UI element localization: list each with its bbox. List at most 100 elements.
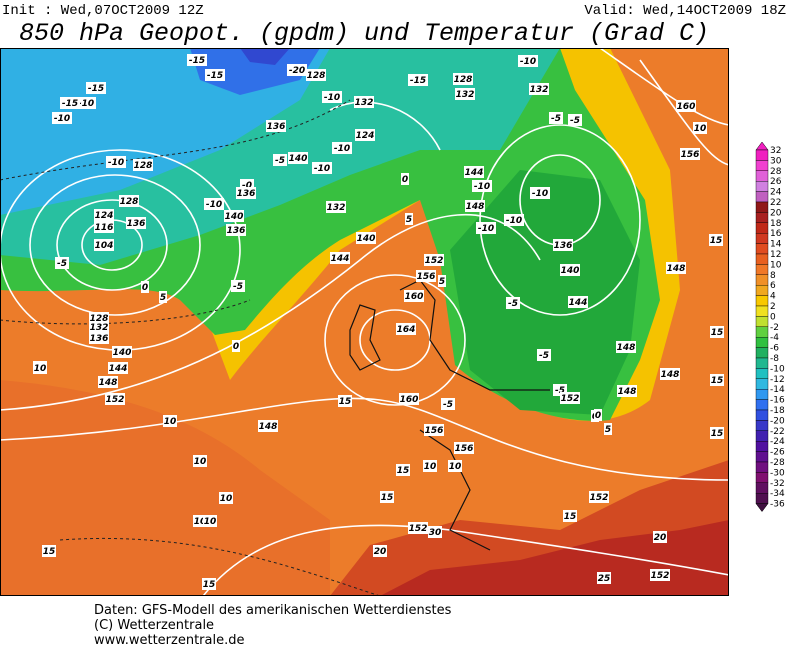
contour-label: 0 (594, 409, 602, 421)
legend-swatch (755, 243, 769, 255)
contour-label-text: 132 (456, 90, 475, 100)
contour-label-text: 152 (106, 395, 125, 405)
map-title: 850 hPa Geopot. (gpdm) und Temperatur (G… (19, 19, 709, 48)
contour-label-box (455, 88, 475, 100)
contour-label-text: -5 (57, 259, 67, 269)
contour-label: -5 (568, 114, 582, 126)
legend-swatch (755, 430, 769, 442)
contour-label: 15 (338, 395, 352, 407)
legend-label: 30 (770, 156, 782, 166)
contour-label-box (312, 162, 332, 174)
contour-label-box (438, 275, 446, 287)
contour-label: 124 (94, 209, 114, 221)
contour-label: 15 (710, 374, 724, 386)
contour-label-box (94, 209, 114, 221)
contour-label-text: -10 (324, 93, 340, 103)
contour-label: -5 (549, 112, 563, 124)
contour-label-box (594, 409, 602, 421)
contour-label-box (266, 120, 286, 132)
contour-label-box (133, 159, 153, 171)
contour-label: 10 (203, 515, 217, 527)
contour-label-box (232, 340, 240, 352)
contour-label-text: -10 (506, 216, 522, 226)
contour-label: 104 (94, 239, 114, 251)
contour-label: 15 (380, 491, 394, 503)
legend-label: 8 (770, 271, 776, 281)
contour-label: -5 (506, 297, 520, 309)
contour-label-box (231, 280, 245, 292)
legend-label: -36 (770, 500, 785, 510)
contour-label-text: 144 (109, 364, 128, 374)
legend-swatch (755, 326, 769, 338)
contour-label-box (617, 385, 637, 397)
contour-label-text: 15 (711, 429, 724, 439)
contour-label-box (454, 442, 474, 454)
contour-label: 148 (258, 420, 278, 432)
contour-label: -5 (55, 257, 69, 269)
contour-label-text: 30 (429, 528, 442, 538)
contour-label: 152 (408, 522, 428, 534)
legend-swatch (755, 409, 769, 421)
contour-label-text: 128 (90, 314, 109, 324)
contour-label-box (408, 74, 428, 86)
contour-label-box (404, 290, 424, 302)
contour-label-text: 144 (331, 254, 350, 264)
valid-time: Valid: Wed,14OCT2009 18Z (584, 3, 786, 19)
contour-label-text: 148 (99, 378, 118, 388)
contour-label: 5 (159, 291, 167, 303)
contour-label: 136 (236, 187, 256, 199)
contour-label-box (597, 572, 611, 584)
contour-label-text: 0 (233, 342, 239, 352)
contour-label-text: 25 (598, 574, 611, 584)
contour-label: 140 (288, 152, 308, 164)
contour-label-text: -10 (314, 164, 330, 174)
contour-label: 20 (653, 531, 667, 543)
contour-label-box (205, 69, 225, 81)
contour-label-box (119, 195, 139, 207)
contour-label-box (224, 210, 244, 222)
contour-label-text: -5 (508, 299, 518, 309)
contour-label-text: -20 (289, 66, 305, 76)
contour-label-box (126, 217, 146, 229)
contour-label-box (710, 427, 724, 439)
contour-label-box (86, 82, 106, 94)
contour-label-box (373, 545, 387, 557)
contour-label-text: -15 (207, 71, 223, 81)
contour-label-box (563, 510, 577, 522)
contour-label-box (52, 112, 72, 124)
contour-label-box (355, 129, 375, 141)
contour-label-text: 132 (355, 98, 374, 108)
legend-swatch (755, 389, 769, 400)
contour-label-text: 15 (710, 236, 723, 246)
contour-label-text: 15 (564, 512, 577, 522)
legend-swatch (755, 493, 769, 504)
contour-label: 152 (424, 254, 444, 266)
contour-label-text: 0 (402, 175, 408, 185)
contour-label: -10 (322, 91, 342, 103)
contour-label-box (380, 491, 394, 503)
contour-label-text: 156 (417, 272, 436, 282)
contour-label-box (226, 224, 246, 236)
contour-label: 148 (617, 385, 637, 397)
contour-label-text: 10 (449, 462, 462, 472)
contour-label-text: 0 (142, 283, 148, 293)
contour-label-box (187, 54, 207, 66)
contour-label: 148 (98, 376, 118, 388)
contour-label-box (693, 122, 707, 134)
footer-line: Daten: GFS-Modell des amerikanischen Wet… (94, 603, 452, 618)
contour-label-text: 10 (194, 457, 207, 467)
contour-label: 10 (448, 460, 462, 472)
contour-label-text: -5 (443, 400, 453, 410)
contour-label-text: -15 (189, 56, 205, 66)
contour-label-text: 10 (694, 124, 707, 134)
contour-label: 15 (709, 234, 723, 246)
contour-label-box (258, 420, 278, 432)
legend-label: -24 (770, 437, 785, 447)
contour-label: 10 (693, 122, 707, 134)
contour-label-box (60, 97, 80, 109)
contour-label-box (105, 393, 125, 405)
contour-label-text: 10 (164, 417, 177, 427)
contour-label-box (710, 374, 724, 386)
contour-label-text: 144 (569, 298, 588, 308)
contour-label: -10 (76, 97, 96, 109)
